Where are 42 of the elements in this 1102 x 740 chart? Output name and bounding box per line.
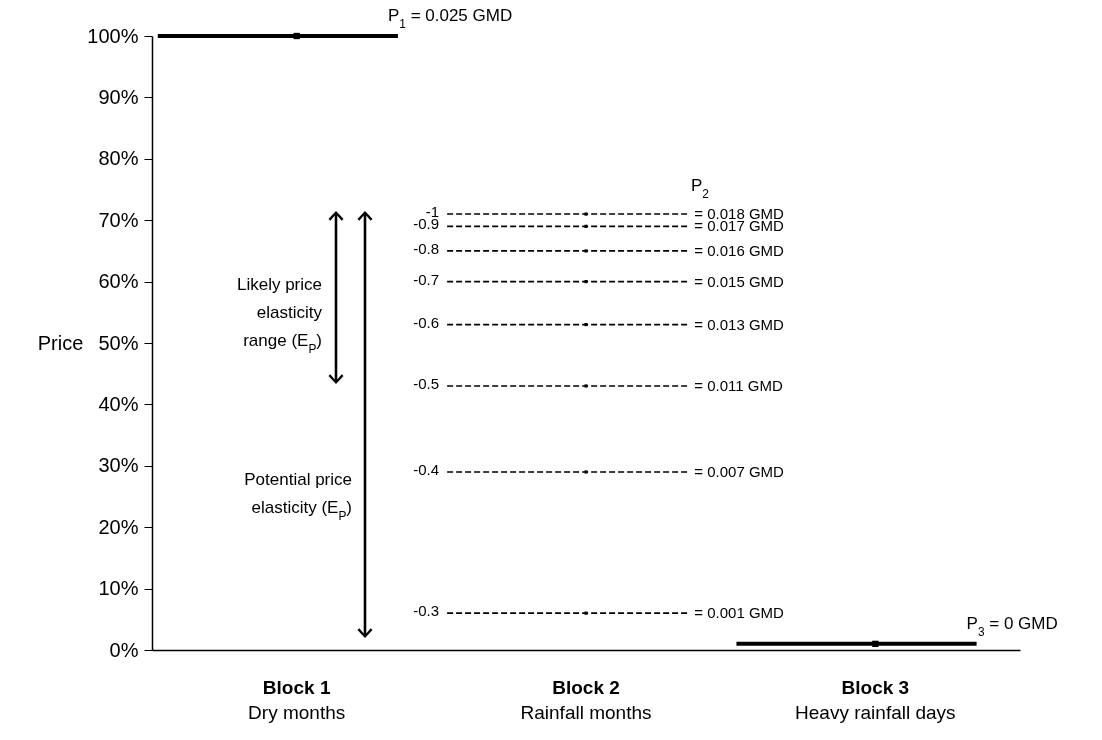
- y-tick-label: 60%: [98, 270, 139, 293]
- annotation: = 0.016 GMD: [694, 241, 785, 259]
- annotation: -0.5: [413, 374, 440, 392]
- annotation: P$_{3}$ = 0 GMD: [966, 613, 1058, 639]
- annotation: -0.4: [413, 460, 440, 478]
- y-tick-label: 100%: [87, 24, 139, 47]
- annotation: P$_{2}$: [691, 176, 710, 201]
- y-tick-label: 30%: [98, 454, 139, 477]
- point: [584, 323, 588, 327]
- annotation: -0.3: [413, 602, 440, 620]
- x-tick-label: Block 2 Rainfall months: [520, 676, 652, 723]
- y-tick-label: 40%: [98, 392, 139, 415]
- annotation: -0.8: [413, 239, 440, 257]
- annotation: = 0.015 GMD: [694, 272, 785, 290]
- y-tick-label: 90%: [98, 85, 139, 108]
- y-axis-title: Price: [37, 331, 84, 354]
- annotation: Potential price elasticity (E$_{P}$): [244, 470, 352, 523]
- point: [584, 470, 588, 474]
- text: P$_{1}$ = 0.025 GMD: [387, 6, 513, 31]
- y-tick-label: 10%: [98, 577, 139, 600]
- y-tick-label: 20%: [98, 515, 139, 538]
- point: [584, 224, 588, 228]
- y-tick-label: 0%: [109, 638, 139, 661]
- y-tick-label: 70%: [98, 208, 139, 231]
- annotation: = 0.011 GMD: [694, 376, 783, 394]
- annotation: = 0.007 GMD: [694, 462, 785, 480]
- point: [584, 280, 588, 284]
- x-tick-label: Block 3 Heavy rainfall days: [795, 676, 956, 723]
- point: [584, 212, 588, 216]
- point: [872, 640, 879, 648]
- annotation: Likely price elasticity range (E$_{P}$): [236, 275, 323, 356]
- annotation: -0.6: [413, 313, 440, 331]
- y-tick-label: 50%: [98, 331, 139, 354]
- point: [584, 384, 588, 388]
- point: [293, 32, 300, 40]
- annotation: = 0.001 GMD: [694, 604, 785, 622]
- y-tick-label: 80%: [98, 147, 139, 170]
- point: [584, 611, 588, 615]
- annotation: = 0.013 GMD: [694, 315, 785, 333]
- annotation: -0.7: [413, 270, 440, 288]
- x-tick-label: Block 1 Dry months: [248, 676, 346, 723]
- point: [584, 249, 588, 253]
